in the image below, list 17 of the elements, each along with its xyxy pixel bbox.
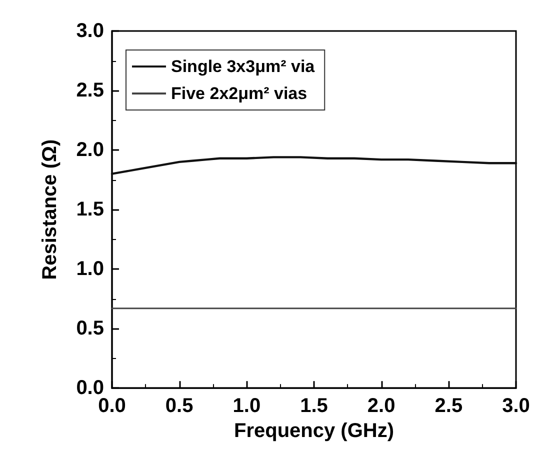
- line-series: [110, 156, 518, 175]
- y-tick-label: 1.5: [76, 198, 104, 221]
- y-axis-title: Resistance (Ω): [39, 139, 61, 280]
- x-tick-label: 1.5: [300, 395, 328, 418]
- x-tick-label: 2.5: [434, 395, 463, 418]
- legend-label: Single 3x3μm² via: [171, 57, 316, 76]
- x-tick-label: 1.0: [232, 395, 261, 418]
- x-tick-label: 0.5: [165, 395, 194, 418]
- y-tick-label: 1.0: [76, 258, 104, 280]
- legend-label: Five 2x2μm² vias: [171, 84, 308, 103]
- y-tick-label: 3.0: [76, 20, 104, 42]
- x-axis-title: Frequency (GHz): [234, 420, 394, 442]
- x-tick-label: 2.0: [367, 395, 396, 418]
- x-tick-label: 3.0: [502, 395, 530, 418]
- y-tick-label: 2.5: [76, 80, 104, 102]
- y-tick-label: 2.0: [76, 139, 104, 162]
- y-tick-label: 0.5: [76, 318, 104, 340]
